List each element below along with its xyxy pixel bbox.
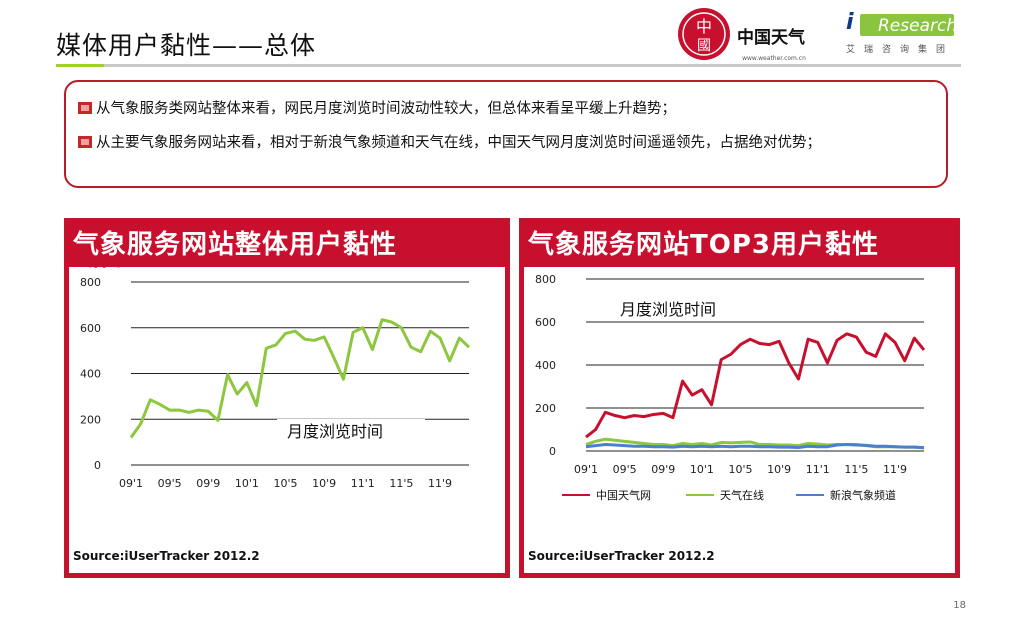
bullet-text-1: 从气象服务类网站整体来看，网民月度浏览时间波动性较大，但总体来看呈平缓上升趋势； xyxy=(96,101,676,117)
top3-y-tick-label: 0 xyxy=(549,445,556,458)
overall-x-tick-label: 10'9 xyxy=(312,477,336,490)
summary-bullet-2: 从主要气象服务网站来看，相对于新浪气象频道和天气在线，中国天气网月度浏览时间遥遥… xyxy=(78,132,940,154)
overall-x-tick-label: 10'1 xyxy=(235,477,259,490)
overall-x-tick-label: 09'1 xyxy=(119,477,143,490)
overall-x-tick-label: 11'9 xyxy=(428,477,452,490)
bullet-icon xyxy=(78,136,92,148)
overall-y-axis-label: 万小时 xyxy=(88,267,122,269)
chart-source-top3: Source:iUserTracker 2012.2 xyxy=(528,549,715,563)
weather-logo-url: www.weather.com.cn xyxy=(742,55,806,62)
overall-y-tick-label: 600 xyxy=(80,322,101,335)
top3-x-tick-label: 10'1 xyxy=(690,463,714,476)
summary-callout: 从气象服务类网站整体来看，网民月度浏览时间波动性较大，但总体来看呈平缓上升趋势；… xyxy=(64,80,948,188)
slide-title: 媒体用户黏性——总体 xyxy=(56,31,317,60)
weather-logo-text: 中国天气 xyxy=(737,27,805,48)
top3-x-tick-label: 09'5 xyxy=(613,463,637,476)
top3-x-tick-label: 09'1 xyxy=(574,463,598,476)
overall-series-line-0 xyxy=(129,318,471,439)
chart-header-overall: 气象服务网站整体用户黏性 xyxy=(65,219,509,267)
top3-y-tick-label: 400 xyxy=(535,359,556,372)
overall-x-tick-label: 09'9 xyxy=(196,477,220,490)
iresearch-wordmark: Research xyxy=(878,16,958,36)
top3-legend-label-2: 新浪气象频道 xyxy=(830,488,896,502)
iresearch-cn-name: 艾瑞咨询集团 xyxy=(846,45,955,55)
chart-top3-svg: 万小时020040060080009'109'509'910'110'510'9… xyxy=(535,273,926,502)
top3-x-tick-label: 11'9 xyxy=(883,463,907,476)
top3-annotation-text: 月度浏览时间 xyxy=(620,300,716,319)
top3-y-tick-label: 600 xyxy=(535,316,556,329)
overall-y-tick-label: 200 xyxy=(80,413,101,426)
overall-y-tick-label: 400 xyxy=(80,368,101,381)
overall-annotation-text: 月度浏览时间 xyxy=(287,422,383,441)
chart-overall-svg: 万小时 0 200 400 600 800 09'1 09'5 09'9 10'1 10'5 10'9… xyxy=(80,267,471,490)
overall-annotation-bg xyxy=(277,419,425,445)
top3-legend-label-0: 中国天气网 xyxy=(596,488,651,502)
bullet-icon xyxy=(78,102,92,114)
overall-x-tick-label: 10'5 xyxy=(273,477,297,490)
chart-body-overall: 万小时 0 200 400 600 800 09'1 09'5 09'9 10'1 10'5 10'9… xyxy=(65,267,509,577)
overall-y-tick-label: 800 xyxy=(80,276,101,289)
chart-panel-top3: 气象服务网站TOP3用户黏性 万小时020040060080009'109'50… xyxy=(519,218,960,578)
top3-x-tick-label: 10'9 xyxy=(767,463,791,476)
weather-cn-logo: 中 國 中国天气 www.weather.com.cn xyxy=(674,6,834,62)
svg-text:國: 國 xyxy=(697,38,711,54)
top3-legend-label-1: 天气在线 xyxy=(720,488,764,502)
title-divider xyxy=(56,64,961,67)
chart-body-top3: 万小时020040060080009'109'509'910'110'510'9… xyxy=(520,267,959,577)
overall-y-tick-label: 0 xyxy=(94,459,101,472)
overall-x-tick-label: 09'5 xyxy=(158,477,182,490)
bullet-text-2: 从主要气象服务网站来看，相对于新浪气象频道和天气在线，中国天气网月度浏览时间遥遥… xyxy=(96,135,821,151)
top3-x-tick-label: 11'5 xyxy=(844,463,868,476)
top3-x-tick-label: 11'1 xyxy=(806,463,830,476)
top3-y-tick-label: 800 xyxy=(535,273,556,286)
top3-series-line-2 xyxy=(585,443,925,450)
iresearch-badge: Research xyxy=(860,14,958,36)
chart-source-overall: Source:iUserTracker 2012.2 xyxy=(73,549,260,563)
svg-text:中: 中 xyxy=(696,17,712,36)
top3-y-tick-label: 200 xyxy=(535,402,556,415)
iresearch-i-mark: i xyxy=(846,10,854,35)
chart-panel-overall: 气象服务网站整体用户黏性 万小时 0 200 400 600 800 09'1 09'5 09'… xyxy=(64,218,510,578)
page-number: 18 xyxy=(953,600,966,611)
chart-header-top3: 气象服务网站TOP3用户黏性 xyxy=(520,219,959,267)
weather-seal-icon: 中 國 中国天气 www.weather.com.cn xyxy=(678,8,806,62)
top3-x-tick-label: 10'5 xyxy=(728,463,752,476)
overall-x-tick-label: 11'5 xyxy=(389,477,413,490)
title-accent-bar xyxy=(56,64,104,67)
top3-series-line-0 xyxy=(585,332,926,439)
summary-bullet-1: 从气象服务类网站整体来看，网民月度浏览时间波动性较大，但总体来看呈平缓上升趋势； xyxy=(78,98,938,120)
top3-x-tick-label: 09'9 xyxy=(651,463,675,476)
overall-x-tick-label: 11'1 xyxy=(351,477,375,490)
iresearch-logo: Research i 艾瑞咨询集团 xyxy=(846,10,958,60)
